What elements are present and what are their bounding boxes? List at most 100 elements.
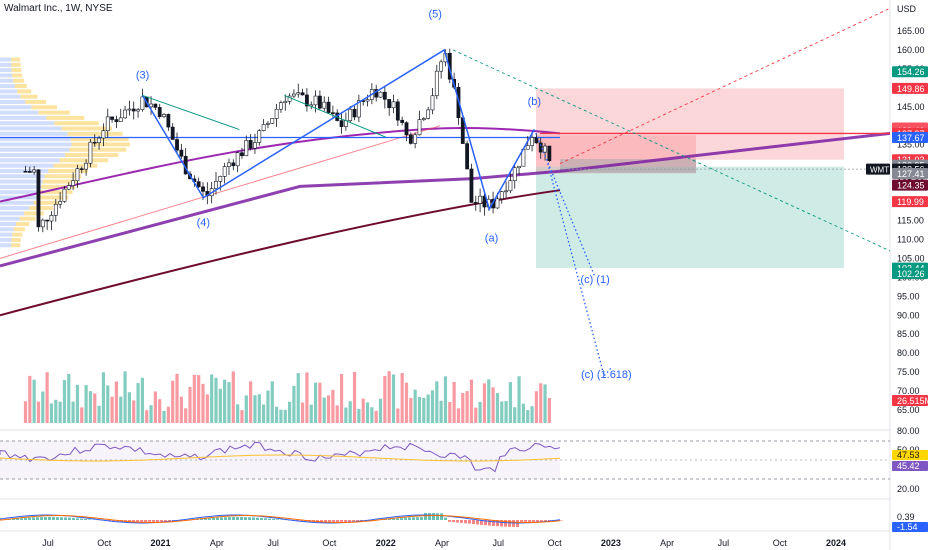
profile-bar-down xyxy=(13,227,25,232)
macd-histogram-bar xyxy=(384,519,387,520)
volume-bar xyxy=(253,395,257,423)
time-tick-label: Oct xyxy=(322,538,337,548)
candle-body xyxy=(53,203,58,216)
profile-bar-down xyxy=(48,168,88,173)
macd-histogram-bar xyxy=(536,520,539,523)
profile-bar-up xyxy=(0,222,17,227)
volume-bar xyxy=(45,372,49,423)
macd-histogram-bar xyxy=(24,517,27,520)
candle-body xyxy=(408,134,413,144)
profile-bar-up xyxy=(0,200,34,205)
macd-histogram-bar xyxy=(164,520,167,523)
ma-50 xyxy=(0,125,441,259)
profile-bar-up xyxy=(0,78,14,83)
volume-bar xyxy=(521,403,525,423)
volume-bar xyxy=(409,397,413,423)
volume-bar xyxy=(75,384,80,423)
macd-histogram-bar xyxy=(32,517,35,520)
candle-body xyxy=(543,145,547,153)
volume-bar xyxy=(482,383,487,423)
candle-body xyxy=(62,188,67,202)
volume-bar xyxy=(352,371,357,423)
profile-bar-up xyxy=(0,73,13,78)
profile-bar-down xyxy=(69,147,127,152)
volume-bar xyxy=(32,379,36,423)
price-tag xyxy=(892,268,928,280)
volume-bar xyxy=(149,405,153,423)
price-tag xyxy=(892,179,928,191)
candle-body xyxy=(413,134,418,144)
candle-body xyxy=(261,124,266,131)
profile-bar-up xyxy=(0,174,45,179)
volume-bar xyxy=(214,377,218,423)
volume-bar xyxy=(36,401,41,423)
candle-body xyxy=(240,152,244,157)
macd-histogram-bar xyxy=(416,517,419,520)
currency-label: USD xyxy=(897,4,917,14)
profile-bar-down xyxy=(38,110,70,115)
candle-body xyxy=(257,130,262,143)
volume-bar xyxy=(426,394,430,423)
profile-bar-up xyxy=(0,89,18,94)
macd-histogram-bar xyxy=(224,517,227,520)
macd-value-label: 0.39 xyxy=(897,512,915,522)
candle-body xyxy=(339,120,344,127)
candle-body xyxy=(318,95,322,109)
macd-histogram-bar xyxy=(520,520,523,523)
macd-histogram-bar xyxy=(272,518,275,520)
macd-histogram-bar xyxy=(216,517,219,520)
macd-histogram-bar xyxy=(332,520,335,523)
profile-bar-up xyxy=(0,153,66,158)
projection-down xyxy=(452,49,891,252)
volume-bar xyxy=(469,379,474,423)
price-tick-label: 95.00 xyxy=(897,291,920,301)
volume-bar xyxy=(517,376,521,423)
profile-bar-up xyxy=(0,110,39,115)
time-tick-label: Oct xyxy=(773,538,788,548)
candle-body xyxy=(196,181,201,188)
volume-bar xyxy=(378,398,383,423)
candle-body xyxy=(378,91,383,98)
volume-bar xyxy=(227,382,231,423)
candle-body xyxy=(305,94,309,107)
macd-histogram-bar xyxy=(200,518,203,520)
price-tag-label: 119.99 xyxy=(897,197,924,207)
volume-bar xyxy=(210,374,214,423)
price-tick-label: 70.00 xyxy=(897,386,920,396)
macd-histogram-bar xyxy=(44,517,47,520)
macd-histogram-bar xyxy=(256,517,259,520)
candle-body xyxy=(499,191,504,200)
wave-path xyxy=(141,48,535,212)
volume-bar xyxy=(339,374,344,423)
volume-bar xyxy=(513,407,517,423)
profile-bar-up xyxy=(0,84,15,89)
volume-bar xyxy=(361,398,365,423)
candle-body xyxy=(153,103,158,108)
wave-label: (4) xyxy=(197,217,210,229)
volume-bar xyxy=(296,373,300,423)
macd-histogram-bar xyxy=(220,517,223,520)
wave-label: (5) xyxy=(429,9,442,21)
volume-bar xyxy=(487,379,491,423)
macd-histogram-bar xyxy=(396,518,399,520)
candle-body xyxy=(395,101,400,121)
macd-histogram-bar xyxy=(496,520,499,527)
macd-histogram-bar xyxy=(40,517,43,520)
candle-body xyxy=(400,119,405,123)
candle-body xyxy=(283,100,288,104)
candle-body xyxy=(296,92,301,95)
profile-bar-up xyxy=(0,99,26,104)
profile-bar-down xyxy=(11,68,22,73)
volume-bars xyxy=(23,371,551,423)
macd-histogram-bar xyxy=(508,520,511,527)
price-tag xyxy=(892,131,928,143)
profile-bar-down xyxy=(11,243,21,248)
macd-histogram-bar xyxy=(388,518,391,520)
candle-body xyxy=(266,123,270,125)
volume-bar xyxy=(62,380,67,423)
macd-histogram-bar xyxy=(424,513,427,520)
price-tag-label: 124.35 xyxy=(897,181,925,191)
volume-bar xyxy=(244,395,248,423)
candle-body xyxy=(179,149,184,157)
